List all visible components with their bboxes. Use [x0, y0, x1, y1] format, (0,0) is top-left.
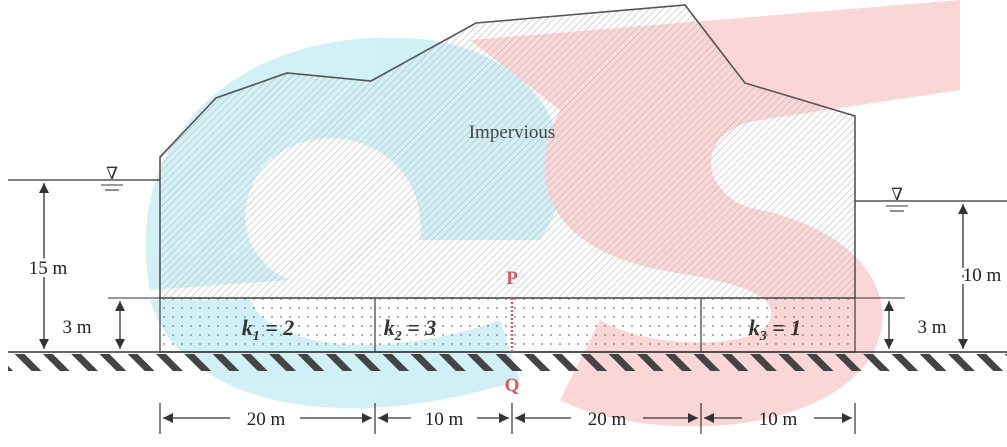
downstream-head-label: 10 m: [963, 265, 1002, 286]
left-layer-label: 3 m: [62, 317, 91, 338]
k1-label: k1 = 2: [242, 315, 295, 344]
length-4-label: 10 m: [759, 409, 798, 430]
ground-hatch: [8, 354, 1007, 371]
soil-layer: [159, 297, 856, 353]
length-1-label: 20 m: [247, 409, 286, 430]
length-2-label: 10 m: [425, 409, 464, 430]
right-layer-label: 3 m: [917, 317, 946, 338]
point-q-label: Q: [505, 375, 520, 396]
downstream-water-symbol: ∇: [891, 185, 903, 204]
k3-label: k3 = 1: [749, 315, 802, 344]
impervious-structure: [159, 4, 856, 299]
k2-label: k2 = 3: [384, 315, 437, 344]
upstream-water-symbol: ∇: [106, 164, 118, 183]
upstream-head-label: 15 m: [29, 258, 68, 279]
length-3-label: 20 m: [588, 409, 627, 430]
point-p-label: P: [506, 268, 518, 289]
impervious-label: Impervious: [469, 122, 556, 143]
